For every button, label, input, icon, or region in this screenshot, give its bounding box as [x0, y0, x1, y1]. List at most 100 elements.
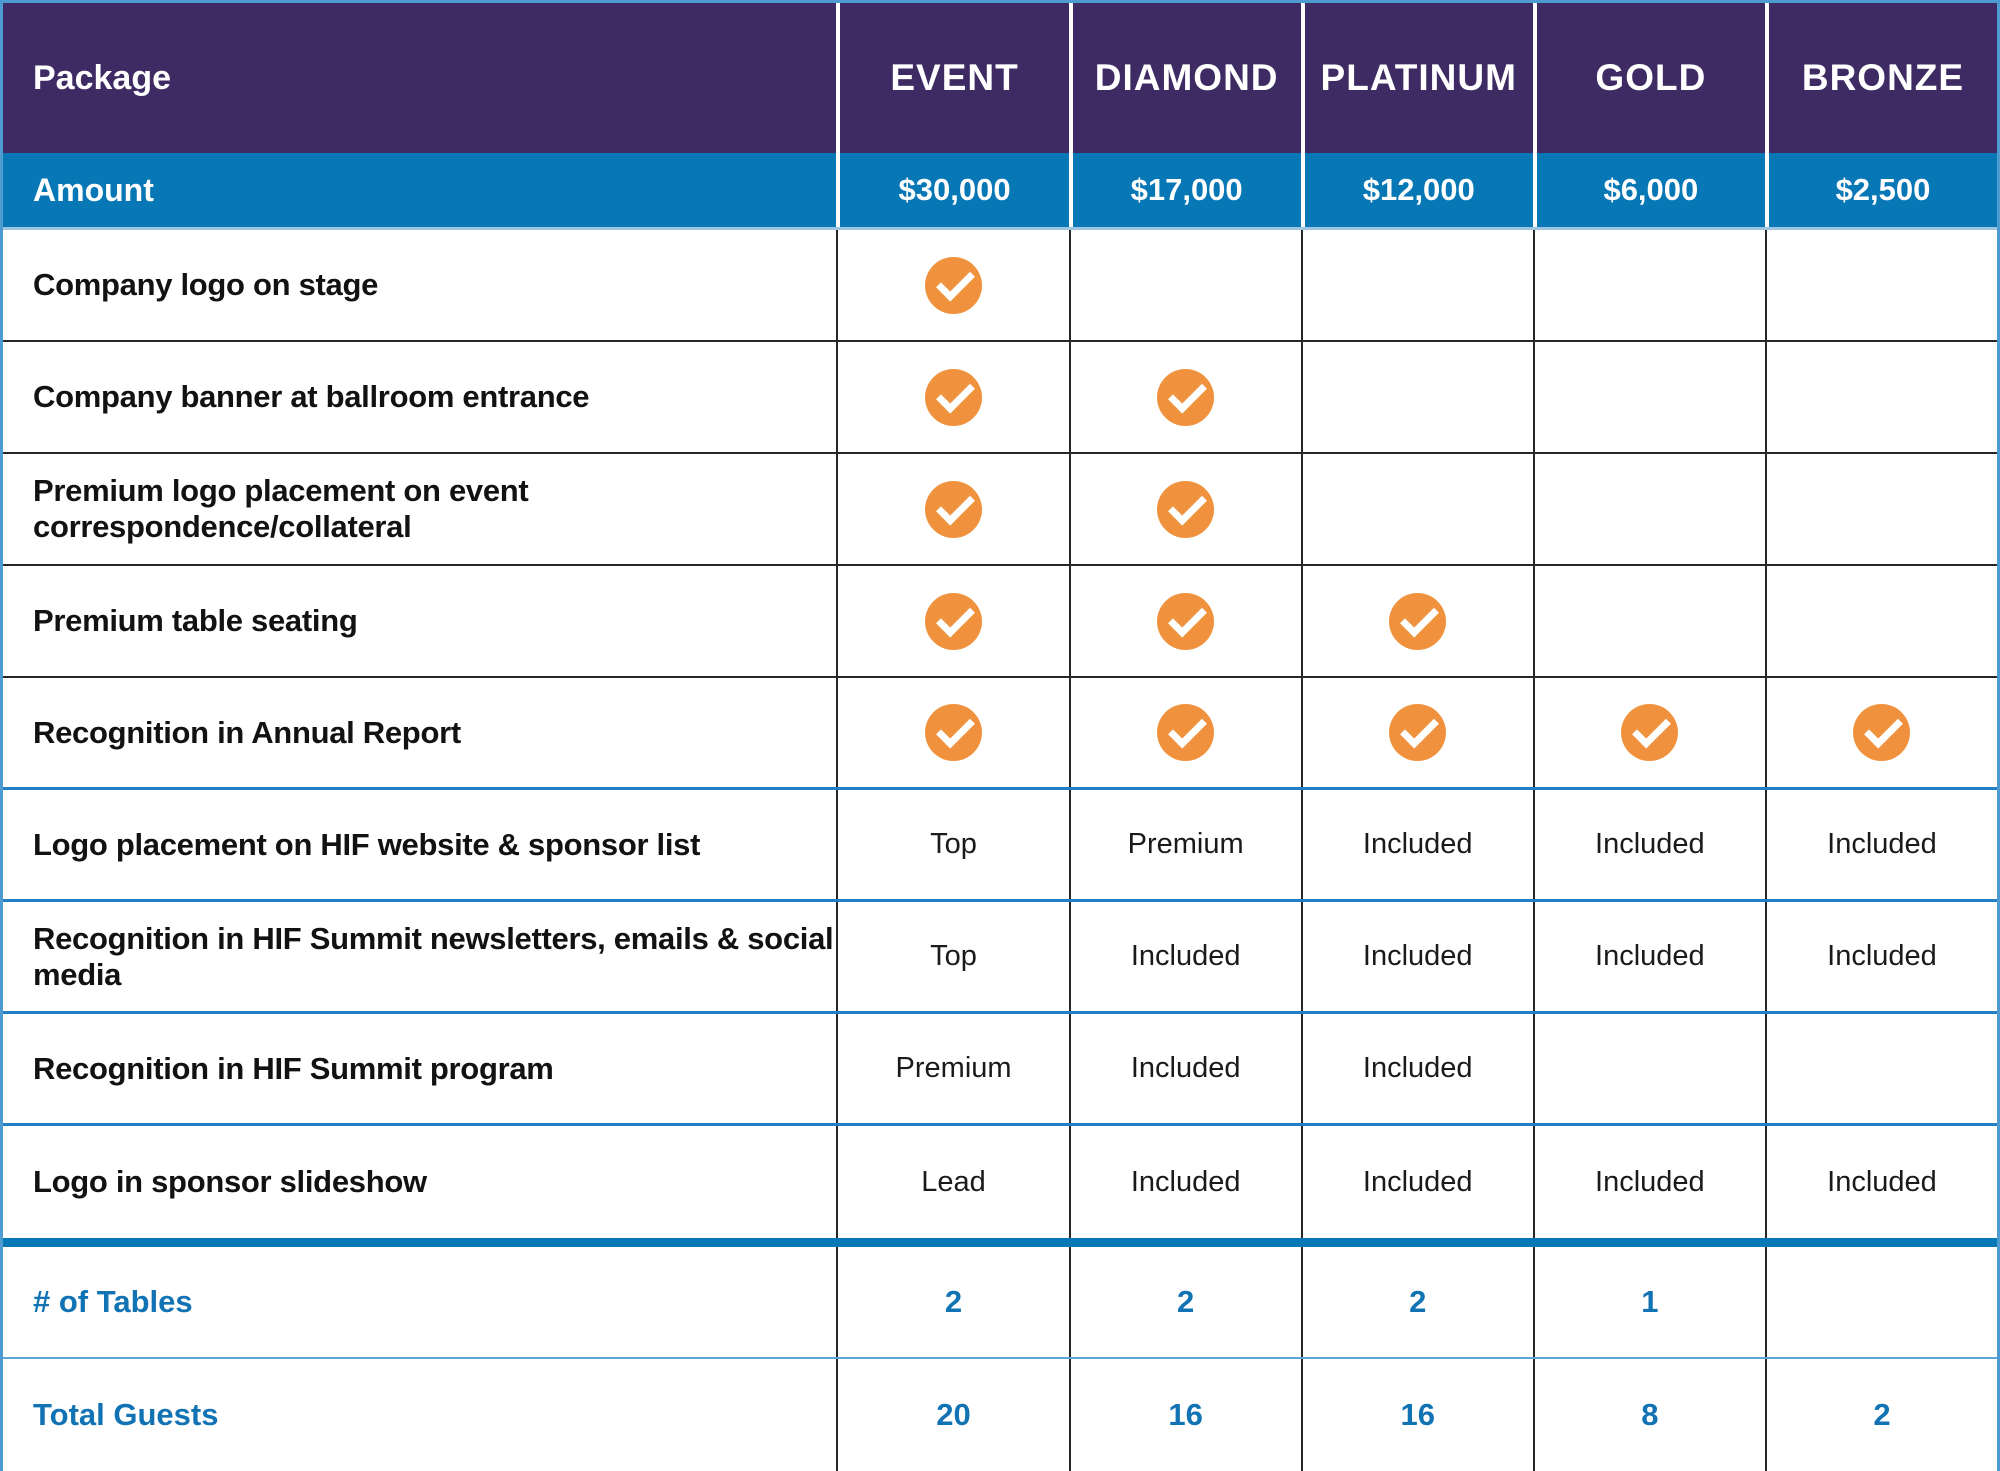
feature-cell: Top [836, 902, 1068, 1011]
feature-cell-value: Included [1130, 1052, 1241, 1084]
summary-cell [1764, 1247, 1997, 1357]
feature-cell-value: Included [1130, 940, 1241, 972]
feature-cell [1764, 566, 1997, 676]
summary-row: # of Tables 2 2 2 1 [3, 1247, 1997, 1359]
section-divider [3, 1238, 1997, 1247]
feature-cell-value: Premium [1127, 828, 1244, 860]
summary-cell: 20 [836, 1359, 1068, 1471]
summary-cell: 2 [836, 1247, 1068, 1357]
feature-label-cell: Premium logo placement on event correspo… [3, 454, 836, 564]
summary-cell-value: 16 [1168, 1397, 1203, 1432]
feature-cell [1764, 342, 1997, 452]
feature-cell: Included [1532, 790, 1765, 899]
amount-value: $6,000 [1603, 172, 1699, 207]
column-header-label: EVENT [890, 57, 1019, 98]
feature-row-label: Premium table seating [33, 603, 358, 638]
feature-cell: Included [1764, 902, 1997, 1011]
check-icon [1621, 704, 1679, 761]
feature-cell-value: Included [1595, 828, 1705, 860]
feature-cell-value: Top [930, 828, 977, 860]
feature-cell [1300, 342, 1533, 452]
feature-cell: Included [1068, 1014, 1301, 1123]
column-header-label: PLATINUM [1320, 57, 1517, 98]
feature-label-cell: Recognition in Annual Report [3, 678, 836, 787]
feature-cell [1764, 454, 1997, 564]
summary-cell: 16 [1300, 1359, 1533, 1471]
summary-cell: 1 [1532, 1247, 1765, 1357]
check-icon [925, 368, 983, 426]
summary-cell-value: 2 [1409, 1284, 1427, 1319]
amount-value: $17,000 [1130, 172, 1243, 207]
summary-cell-value: 2 [1177, 1284, 1195, 1319]
feature-cell [1300, 454, 1533, 564]
feature-cell-value: Included [1362, 1165, 1473, 1198]
feature-cell: Included [1068, 902, 1301, 1011]
summary-cell-value: 1 [1641, 1284, 1659, 1319]
feature-row-label: Recognition in HIF Summit newsletters, e… [33, 920, 834, 992]
feature-cell-value: Lead [921, 1165, 986, 1198]
feature-row: Recognition in Annual Report [3, 678, 1997, 790]
feature-cell-value: Included [1130, 1165, 1241, 1198]
feature-row: Company banner at ballroom entrance [3, 342, 1997, 454]
summary-row-label: Total Guests [33, 1397, 219, 1432]
feature-row: Company logo on stage [3, 230, 1997, 342]
feature-cell-value: Included [1595, 940, 1705, 972]
feature-row: Recognition in HIF Summit program Premium… [3, 1014, 1997, 1126]
check-icon [1389, 592, 1447, 650]
feature-cell-value: Top [930, 940, 977, 972]
feature-cell: Top [836, 790, 1068, 899]
feature-cell [1532, 678, 1765, 787]
summary-label-cell: # of Tables [3, 1247, 836, 1357]
amount-value: $30,000 [898, 172, 1011, 207]
summary-cell-value: 8 [1641, 1397, 1659, 1432]
feature-cell: Included [1764, 790, 1997, 899]
amount-row-label: Amount [33, 171, 154, 208]
package-header-label: Package [33, 58, 171, 97]
feature-row-label: Premium logo placement on event correspo… [33, 473, 529, 544]
check-icon [1157, 368, 1215, 426]
summary-cell: 8 [1532, 1359, 1765, 1471]
check-icon [925, 256, 983, 314]
feature-cell-value: Included [1362, 1052, 1473, 1084]
summary-row: Total Guests 20 16 16 8 2 [3, 1359, 1997, 1471]
check-icon [925, 480, 983, 538]
feature-cell [1532, 566, 1765, 676]
amount-cell-diamond: $17,000 [1068, 153, 1301, 227]
feature-cell-value: Included [1827, 940, 1937, 972]
amount-value: $2,500 [1835, 172, 1931, 207]
feature-cell: Included [1300, 902, 1533, 1011]
feature-row-label: Logo placement on HIF website & sponsor … [33, 826, 701, 862]
feature-cell: Premium [836, 1014, 1068, 1123]
feature-cell [1532, 454, 1765, 564]
summary-cell-value: 2 [1873, 1397, 1891, 1432]
feature-label-cell: Company logo on stage [3, 230, 836, 340]
summary-cell: 2 [1300, 1247, 1533, 1357]
feature-label-cell: Logo placement on HIF website & sponsor … [3, 790, 836, 899]
amount-cell-event: $30,000 [836, 153, 1068, 227]
feature-cell [836, 566, 1068, 676]
feature-cell [1764, 678, 1997, 787]
amount-cell-platinum: $12,000 [1300, 153, 1533, 227]
header-row: Package EVENT DIAMOND PLATINUM GOLD BRON… [3, 3, 1997, 153]
summary-cell: 16 [1068, 1359, 1301, 1471]
amount-label-cell: Amount [3, 153, 836, 227]
feature-cell: Premium [1068, 790, 1301, 899]
feature-cell [1532, 342, 1765, 452]
feature-label-cell: Logo in sponsor slideshow [3, 1126, 836, 1238]
column-header-label: DIAMOND [1094, 57, 1279, 98]
feature-row-label: Recognition in Annual Report [33, 714, 461, 750]
column-header-platinum: PLATINUM [1300, 3, 1533, 153]
feature-cell: Included [1764, 1126, 1997, 1238]
feature-cell [836, 342, 1068, 452]
feature-cell-value: Included [1827, 828, 1937, 860]
feature-row: Recognition in HIF Summit newsletters, e… [3, 902, 1997, 1014]
feature-cell-value: Included [1362, 828, 1473, 860]
feature-row-label: Logo in sponsor slideshow [33, 1164, 427, 1199]
feature-cell [1300, 566, 1533, 676]
check-icon [1157, 704, 1215, 761]
column-header-label: BRONZE [1801, 57, 1965, 98]
column-header-event: EVENT [836, 3, 1068, 153]
package-header-cell: Package [3, 3, 836, 153]
column-header-label: GOLD [1595, 57, 1707, 98]
